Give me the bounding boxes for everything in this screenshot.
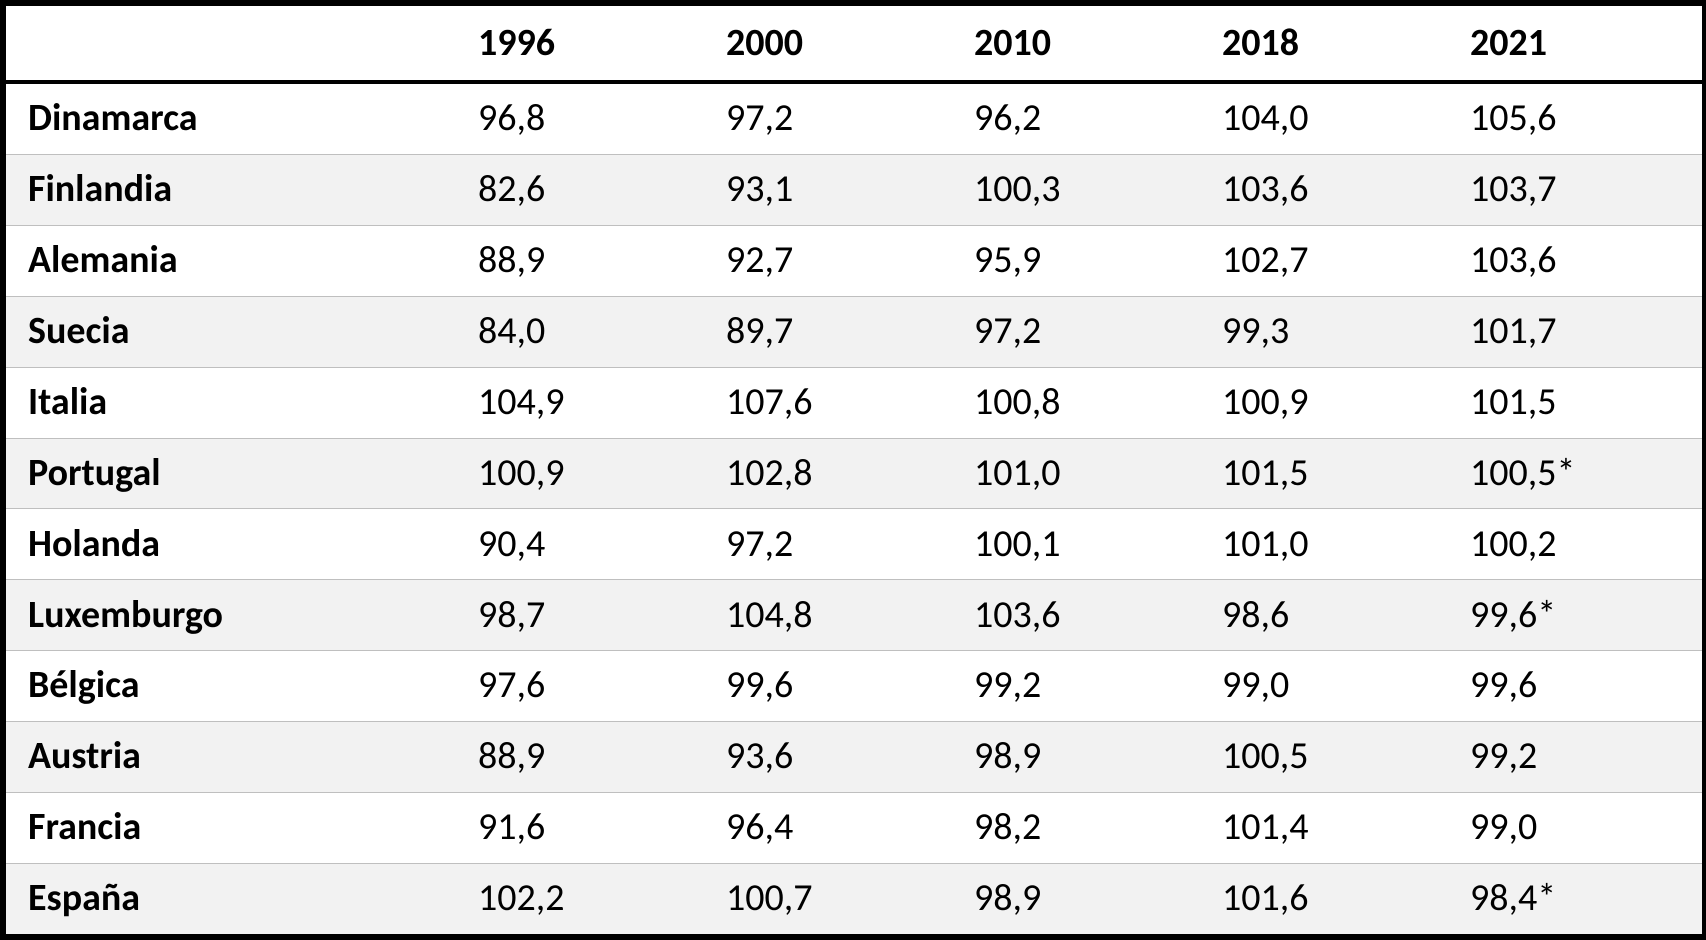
country-cell: Francia xyxy=(6,793,462,864)
value-cell: 99,0 xyxy=(1454,793,1702,864)
value-cell: 100,9 xyxy=(462,438,710,509)
table-row: España 102,2 100,7 98,9 101,6 98,4* xyxy=(6,864,1702,934)
country-cell: España xyxy=(6,864,462,934)
table-header-row: 1996 2000 2010 2018 2021 xyxy=(6,6,1702,82)
country-cell: Finlandia xyxy=(6,154,462,225)
value-cell: 99,6 xyxy=(710,651,958,722)
value-cell: 99,6* xyxy=(1454,580,1702,651)
table-row: Finlandia 82,6 93,1 100,3 103,6 103,7 xyxy=(6,154,1702,225)
col-header-2021: 2021 xyxy=(1454,6,1702,82)
value-cell: 99,3 xyxy=(1206,296,1454,367)
data-table: 1996 2000 2010 2018 2021 Dinamarca 96,8 … xyxy=(6,6,1702,934)
value-cell: 103,6 xyxy=(958,580,1206,651)
value-cell: 98,9 xyxy=(958,722,1206,793)
table-frame: 1996 2000 2010 2018 2021 Dinamarca 96,8 … xyxy=(0,0,1706,940)
country-cell: Dinamarca xyxy=(6,82,462,154)
value-cell: 104,0 xyxy=(1206,82,1454,154)
country-cell: Italia xyxy=(6,367,462,438)
value-cell: 97,2 xyxy=(710,509,958,580)
country-cell: Austria xyxy=(6,722,462,793)
value-cell: 103,7 xyxy=(1454,154,1702,225)
value-cell: 102,7 xyxy=(1206,225,1454,296)
value-cell: 104,8 xyxy=(710,580,958,651)
value-cell: 97,2 xyxy=(710,82,958,154)
country-cell: Portugal xyxy=(6,438,462,509)
country-cell: Bélgica xyxy=(6,651,462,722)
value-cell: 92,7 xyxy=(710,225,958,296)
value-cell: 82,6 xyxy=(462,154,710,225)
value-cell: 93,6 xyxy=(710,722,958,793)
value-cell: 97,2 xyxy=(958,296,1206,367)
value-cell: 100,2 xyxy=(1454,509,1702,580)
value-cell: 98,6 xyxy=(1206,580,1454,651)
value-cell: 101,0 xyxy=(958,438,1206,509)
col-header-2010: 2010 xyxy=(958,6,1206,82)
value-cell: 96,8 xyxy=(462,82,710,154)
table-row: Suecia 84,0 89,7 97,2 99,3 101,7 xyxy=(6,296,1702,367)
value-cell: 91,6 xyxy=(462,793,710,864)
value-cell: 104,9 xyxy=(462,367,710,438)
table-row: Portugal 100,9 102,8 101,0 101,5 100,5* xyxy=(6,438,1702,509)
value-cell: 97,6 xyxy=(462,651,710,722)
col-header-2000: 2000 xyxy=(710,6,958,82)
value-cell: 95,9 xyxy=(958,225,1206,296)
value-cell: 99,6 xyxy=(1454,651,1702,722)
value-cell: 103,6 xyxy=(1206,154,1454,225)
col-header-2018: 2018 xyxy=(1206,6,1454,82)
table-row: Francia 91,6 96,4 98,2 101,4 99,0 xyxy=(6,793,1702,864)
value-cell: 100,5 xyxy=(1206,722,1454,793)
country-cell: Luxemburgo xyxy=(6,580,462,651)
country-cell: Suecia xyxy=(6,296,462,367)
value-cell: 101,4 xyxy=(1206,793,1454,864)
value-cell: 88,9 xyxy=(462,225,710,296)
value-cell: 103,6 xyxy=(1454,225,1702,296)
table-row: Luxemburgo 98,7 104,8 103,6 98,6 99,6* xyxy=(6,580,1702,651)
country-cell: Holanda xyxy=(6,509,462,580)
value-cell: 90,4 xyxy=(462,509,710,580)
value-cell: 99,0 xyxy=(1206,651,1454,722)
value-cell: 101,7 xyxy=(1454,296,1702,367)
table-row: Dinamarca 96,8 97,2 96,2 104,0 105,6 xyxy=(6,82,1702,154)
value-cell: 101,5 xyxy=(1454,367,1702,438)
value-cell: 100,3 xyxy=(958,154,1206,225)
value-cell: 102,2 xyxy=(462,864,710,934)
value-cell: 99,2 xyxy=(1454,722,1702,793)
value-cell: 107,6 xyxy=(710,367,958,438)
value-cell: 100,7 xyxy=(710,864,958,934)
value-cell: 89,7 xyxy=(710,296,958,367)
value-cell: 96,2 xyxy=(958,82,1206,154)
col-header-1996: 1996 xyxy=(462,6,710,82)
table-row: Austria 88,9 93,6 98,9 100,5 99,2 xyxy=(6,722,1702,793)
value-cell: 100,9 xyxy=(1206,367,1454,438)
table-row: Bélgica 97,6 99,6 99,2 99,0 99,6 xyxy=(6,651,1702,722)
value-cell: 102,8 xyxy=(710,438,958,509)
value-cell: 101,0 xyxy=(1206,509,1454,580)
value-cell: 98,9 xyxy=(958,864,1206,934)
value-cell: 88,9 xyxy=(462,722,710,793)
country-cell: Alemania xyxy=(6,225,462,296)
value-cell: 99,2 xyxy=(958,651,1206,722)
table-row: Italia 104,9 107,6 100,8 100,9 101,5 xyxy=(6,367,1702,438)
value-cell: 84,0 xyxy=(462,296,710,367)
table-row: Holanda 90,4 97,2 100,1 101,0 100,2 xyxy=(6,509,1702,580)
value-cell: 100,5* xyxy=(1454,438,1702,509)
value-cell: 98,2 xyxy=(958,793,1206,864)
value-cell: 100,1 xyxy=(958,509,1206,580)
value-cell: 101,6 xyxy=(1206,864,1454,934)
value-cell: 98,4* xyxy=(1454,864,1702,934)
value-cell: 96,4 xyxy=(710,793,958,864)
value-cell: 98,7 xyxy=(462,580,710,651)
table-row: Alemania 88,9 92,7 95,9 102,7 103,6 xyxy=(6,225,1702,296)
value-cell: 100,8 xyxy=(958,367,1206,438)
value-cell: 93,1 xyxy=(710,154,958,225)
value-cell: 105,6 xyxy=(1454,82,1702,154)
value-cell: 101,5 xyxy=(1206,438,1454,509)
col-header-blank xyxy=(6,6,462,82)
